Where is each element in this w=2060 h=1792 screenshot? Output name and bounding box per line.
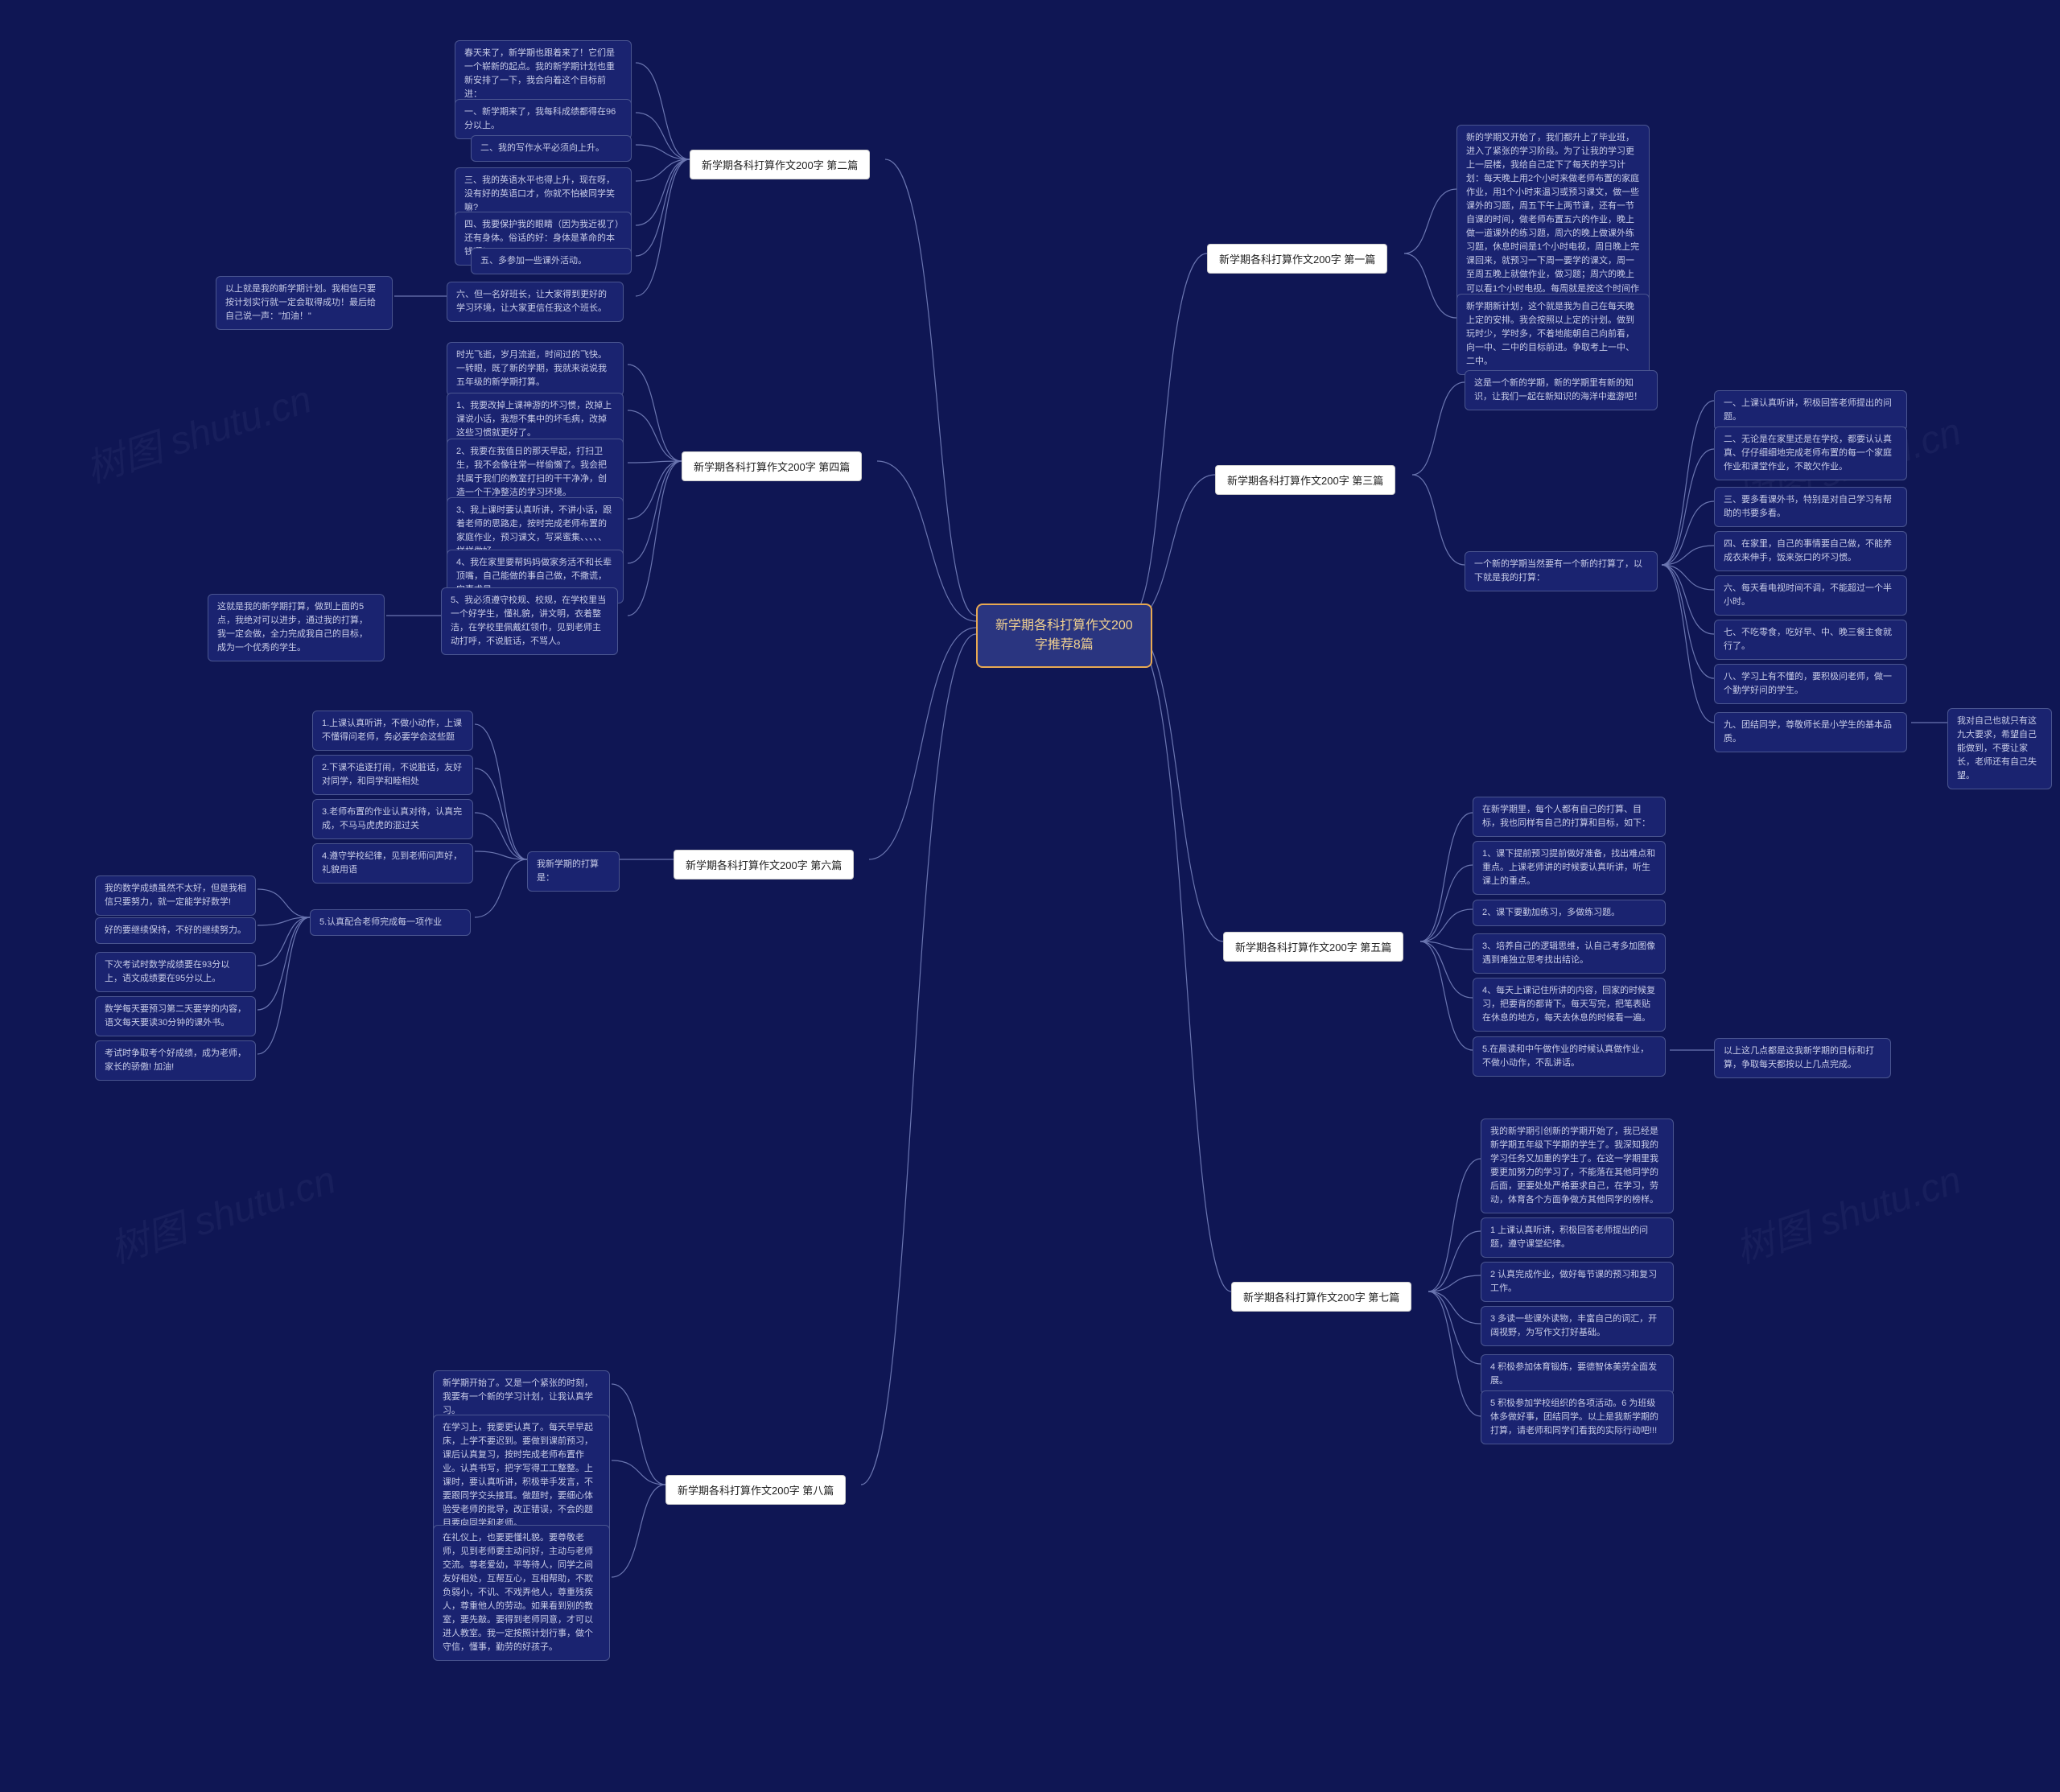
- center-line1: 新学期各科打算作文200: [995, 616, 1133, 636]
- leaf: 三、要多看课外书，特别是对自己学习有帮助的书要多看。: [1714, 487, 1907, 527]
- branch-5: 新学期各科打算作文200字 第五篇: [1223, 932, 1403, 962]
- leaf: 2、课下要勤加练习，多做练习题。: [1473, 900, 1666, 926]
- leaf: 4 积极参加体育锻炼，要德智体美劳全面发展。: [1481, 1354, 1674, 1394]
- leaf: 3、培养自己的逻辑思维，认自己考多加图像遇到难独立思考找出结论。: [1473, 933, 1666, 974]
- leaf: 这就是我的新学期打算，做到上面的5点，我绝对可以进步，通过我的打算，我一定会做，…: [208, 594, 385, 661]
- leaf: 五、多参加一些课外活动。: [471, 248, 632, 274]
- leaf: 在礼仪上，也要更懂礼貌。要尊敬老师，见到老师要主动问好，主动与老师交流。尊老爱幼…: [433, 1525, 610, 1661]
- leaf: 我的数学成绩虽然不太好，但是我相信只要努力，就一定能学好数学!: [95, 875, 256, 916]
- leaf: 4、每天上课记住所讲的内容，回家的时候复习，把要背的都背下。每天写完，把笔表贴在…: [1473, 978, 1666, 1032]
- center-line2: 字推荐8篇: [995, 636, 1133, 655]
- branch-7: 新学期各科打算作文200字 第七篇: [1231, 1282, 1411, 1312]
- branch-8: 新学期各科打算作文200字 第八篇: [665, 1475, 846, 1505]
- leaf: 3 多读一些课外读物，丰富自己的词汇，开阔视野，为写作文打好基础。: [1481, 1306, 1674, 1346]
- leaf: 考试时争取考个好成绩，成为老师，家长的骄傲! 加油!: [95, 1040, 256, 1081]
- leaf: 新的学期又开始了，我们都升上了毕业班，进入了紧张的学习阶段。为了让我的学习更上一…: [1456, 125, 1650, 316]
- leaf: 1.上课认真听讲，不做小动作，上课不懂得问老师，务必要学会这些题: [312, 711, 473, 751]
- leaf: 2 认真完成作业，做好每节课的预习和复习工作。: [1481, 1262, 1674, 1302]
- watermark: 树图 shutu.cn: [77, 368, 317, 493]
- branch-4: 新学期各科打算作文200字 第四篇: [682, 451, 862, 481]
- leaf: 5.认真配合老师完成每一项作业: [310, 909, 471, 936]
- leaf: 以上这几点都是这我新学期的目标和打算，争取每天都按以上几点完成。: [1714, 1038, 1891, 1078]
- branch-2: 新学期各科打算作文200字 第二篇: [690, 150, 870, 179]
- branch-3: 新学期各科打算作文200字 第三篇: [1215, 465, 1395, 495]
- leaf: 4.遵守学校纪律，见到老师问声好，礼貌用语: [312, 843, 473, 884]
- watermark: 树图 shutu.cn: [1727, 1148, 1967, 1274]
- leaf: 以上就是我的新学期计划。我相信只要按计划实行就一定会取得成功！最后给自己说一声：…: [216, 276, 393, 330]
- leaf: 我的新学期引创新的学期开始了，我已经是新学期五年级下学期的学生了。我深知我的学习…: [1481, 1118, 1674, 1213]
- leaf: 我对自己也就只有这九大要求，希望自己能做到，不要让家长，老师还有自己失望。: [1947, 708, 2052, 789]
- leaf: 九、团结同学，尊敬师长是小学生的基本品质。: [1714, 712, 1907, 752]
- leaf: 好的要继续保持，不好的继续努力。: [95, 917, 256, 944]
- leaf: 八、学习上有不懂的，要积极问老师，做一个勤学好问的学生。: [1714, 664, 1907, 704]
- leaf: 2.下课不追逐打闹，不说脏话，友好对同学，和同学和睦相处: [312, 755, 473, 795]
- leaf: 2、我要在我值日的那天早起，打扫卫生，我不会像往常一样偷懒了。我会把共属于我们的…: [447, 439, 624, 506]
- connector-lines: [0, 0, 2060, 1792]
- leaf: 在新学期里，每个人都有自己的打算、目标，我也同样有自己的打算和目标，如下：: [1473, 797, 1666, 837]
- leaf: 新学期新计划，这个就是我为自己在每天晚上定的安排。我会按照以上定的计划。做到玩时…: [1456, 294, 1650, 375]
- leaf: 3.老师布置的作业认真对待，认真完成，不马马虎虎的混过关: [312, 799, 473, 839]
- leaf: 5、我必须遵守校规、校规，在学校里当一个好学生，懂礼貌，讲文明，衣着整洁，在学校…: [441, 587, 618, 655]
- leaf: 5 积极参加学校组织的各项活动。6 为班级体多做好事，团结同学。以上是我新学期的…: [1481, 1390, 1674, 1444]
- leaf: 数学每天要预习第二天要学的内容，语文每天要读30分钟的课外书。: [95, 996, 256, 1036]
- leaf: 二、我的写作水平必须向上升。: [471, 135, 632, 162]
- leaf: 四、在家里，自己的事情要自己做，不能养成衣来伸手，饭来张口的坏习惯。: [1714, 531, 1907, 571]
- leaf: 时光飞逝，岁月流逝，时间过的飞快。一转眼，既了新的学期，我就来说说我五年级的新学…: [447, 342, 624, 396]
- leaf: 一个新的学期当然要有一个新的打算了，以下就是我的打算：: [1465, 551, 1658, 591]
- leaf: 这是一个新的学期，新的学期里有新的知识，让我们一起在新知识的海洋中遨游吧！: [1465, 370, 1658, 410]
- leaf: 下次考试时数学成绩要在93分以上，语文成绩要在95分以上。: [95, 952, 256, 992]
- leaf: 1 上课认真听讲，积极回答老师提出的问题，遵守课堂纪律。: [1481, 1217, 1674, 1258]
- leaf: 一、新学期来了，我每科成绩都得在96分以上。: [455, 99, 632, 139]
- leaf: 春天来了，新学期也跟着来了！它们是一个崭新的起点。我的新学期计划也重新安排了一下…: [455, 40, 632, 108]
- branch-1: 新学期各科打算作文200字 第一篇: [1207, 244, 1387, 274]
- leaf: 六、但一名好班长，让大家得到更好的学习环境，让大家更信任我这个班长。: [447, 282, 624, 322]
- leaf: 七、不吃零食，吃好早、中、晚三餐主食就行了。: [1714, 620, 1907, 660]
- leaf: 1、课下提前预习提前做好准备，找出难点和重点。上课老师讲的时候要认真听讲，听生课…: [1473, 841, 1666, 895]
- watermark: 树图 shutu.cn: [101, 1148, 341, 1274]
- leaf: 六、每天看电视时间不调，不能超过一个半小时。: [1714, 575, 1907, 616]
- branch-6: 新学期各科打算作文200字 第六篇: [674, 850, 854, 880]
- leaf: 5.在晨读和中午做作业的时候认真做作业，不做小动作，不乱讲话。: [1473, 1036, 1666, 1077]
- leaf: 我新学期的打算是：: [527, 851, 620, 892]
- leaf: 在学习上，我要更认真了。每天早早起床，上学不要迟到。要做到课前预习，课后认真复习…: [433, 1415, 610, 1537]
- leaf: 二、无论是在家里还是在学校，都要认认真真、仔仔细细地完成老师布置的每一个家庭作业…: [1714, 426, 1907, 480]
- center-node: 新学期各科打算作文200 字推荐8篇: [976, 604, 1152, 668]
- leaf: 一、上课认真听讲，积极回答老师提出的问题。: [1714, 390, 1907, 430]
